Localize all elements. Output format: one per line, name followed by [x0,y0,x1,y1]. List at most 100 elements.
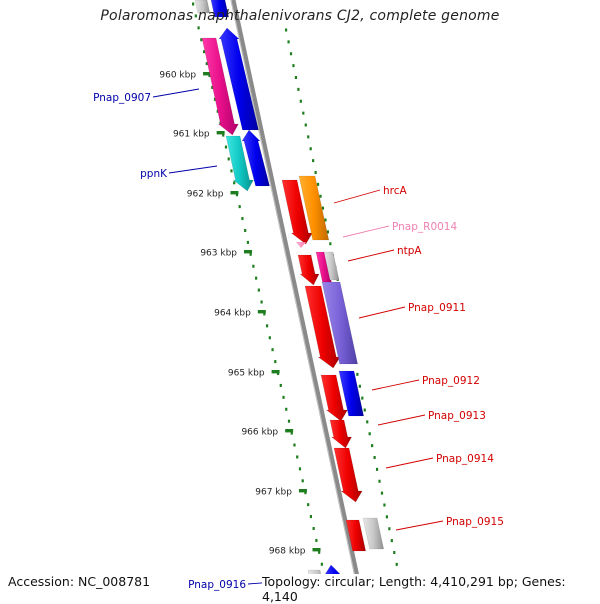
tick-dot [356,372,359,376]
leader-line [395,520,444,531]
ruler-label: 960 kbp [159,71,196,81]
tick-dot [274,360,277,364]
gene-cyan[interactable] [225,135,254,192]
tick-dot [312,159,315,163]
tick-dot [202,50,206,54]
label-pnap-0911[interactable]: Pnap_0911 [408,302,466,314]
gene-pnap-0915[interactable] [345,519,367,552]
tick-dot [293,443,296,447]
gene-pnap-r0014[interactable] [296,242,306,248]
label-pnap-0916[interactable]: Pnap_0916 [188,579,246,591]
tick-dot [390,539,393,543]
tick-dot [241,217,244,221]
tick-dot [285,28,288,32]
tick-dot [205,62,208,66]
label-pnap-0907[interactable]: Pnap_0907 [93,92,151,104]
leader-line [371,379,420,391]
gene-gray-small[interactable] [323,251,340,281]
gene-pnap-0911[interactable] [304,285,341,369]
tick-dot [282,395,285,399]
tick-dot [380,491,384,495]
tick-dot [299,99,302,103]
gene-orange[interactable] [298,175,330,241]
ruler-label: 966 kbp [241,428,278,438]
tick-dot [230,169,233,173]
label-pnap-0915[interactable]: Pnap_0915 [446,516,504,528]
gene-pnap-0913[interactable] [329,419,353,449]
tick-dot [257,288,260,292]
tick-dot [368,432,371,436]
tick-dot [224,145,228,149]
gene-blue-top[interactable] [210,0,230,18]
ruler-label: 967 kbp [255,488,292,498]
tick-dot [297,87,300,91]
gene-pnap-0914[interactable] [333,447,363,503]
tick-dot [294,76,298,79]
label-ntpa[interactable]: ntpA [397,245,422,257]
gene-pnap-0912[interactable] [320,374,348,422]
tick-dot [329,242,332,246]
tick-dot [255,276,258,280]
tick-dot [227,157,230,161]
ruler-major-tick [216,131,225,135]
tick-dot [235,193,239,197]
tick-dot [320,562,323,566]
gene-gray-top[interactable] [194,0,211,14]
tick-dot [287,419,291,423]
ruler-label: 965 kbp [228,369,265,379]
tick-dot [393,551,396,554]
tick-dot [268,336,271,340]
tick-dot [318,550,321,554]
leader-line [377,414,426,426]
ruler-major-tick [230,191,239,195]
label-hrca[interactable]: hrcA [383,185,408,197]
tick-dot [385,515,388,519]
tick-dot [388,527,391,531]
tick-dot [252,264,255,268]
label-pnap-0913[interactable]: Pnap_0913 [428,410,486,422]
tick-dot [321,206,325,210]
tick-dot [287,40,290,44]
tick-dot [304,123,307,127]
gene-blue-mid[interactable] [338,370,365,417]
tick-dot [271,348,274,352]
tick-dot [213,97,217,101]
tick-dot [363,408,366,412]
genome-backbone-highlight [230,0,361,600]
gene-ntpa[interactable] [297,254,320,286]
tick-dot [276,372,280,376]
tick-dot [208,74,211,78]
gene-pnap-0907[interactable] [201,37,239,136]
tick-dot [260,300,263,304]
gene-track [194,0,385,600]
tick-dot [301,479,304,483]
tick-dot [309,147,312,151]
tick-dot [249,252,252,256]
tick-dot [192,2,195,6]
ruler-major-tick [285,429,294,433]
label-pnap-0912[interactable]: Pnap_0912 [422,375,480,387]
gene-ppnk[interactable] [241,129,270,187]
ruler-label: 964 kbp [214,309,251,319]
tick-dot [263,312,266,316]
tick-dot [383,503,386,507]
label-pnap-r0014[interactable]: Pnap_R0014 [392,221,457,233]
gene-violet[interactable] [321,281,359,365]
tick-dot [314,171,317,174]
gene-hrca[interactable] [281,179,313,245]
leader-line [358,306,406,319]
label-ppnk[interactable]: ppnK [140,168,168,180]
label-pnap-0914[interactable]: Pnap_0914 [436,453,494,465]
tick-dot [290,431,293,435]
gene-blue-upper[interactable] [218,27,259,131]
right-gene-labels: hrcA Pnap_R0014 ntpA Pnap_0911 Pnap_0912 Pnap… [383,185,504,528]
gene-gray-low[interactable] [362,517,385,550]
tick-dot [289,52,293,56]
tick-dot [197,26,200,30]
tick-dot [292,64,295,68]
ruler-labels: 960 kbp 961 kbp 962 kbp 963 kbp 964 kbp 965 k… [159,71,305,557]
tick-dot [296,455,299,459]
ruler-label: 962 kbp [187,190,224,200]
leader-line [385,457,434,469]
tick-dot [302,111,305,115]
